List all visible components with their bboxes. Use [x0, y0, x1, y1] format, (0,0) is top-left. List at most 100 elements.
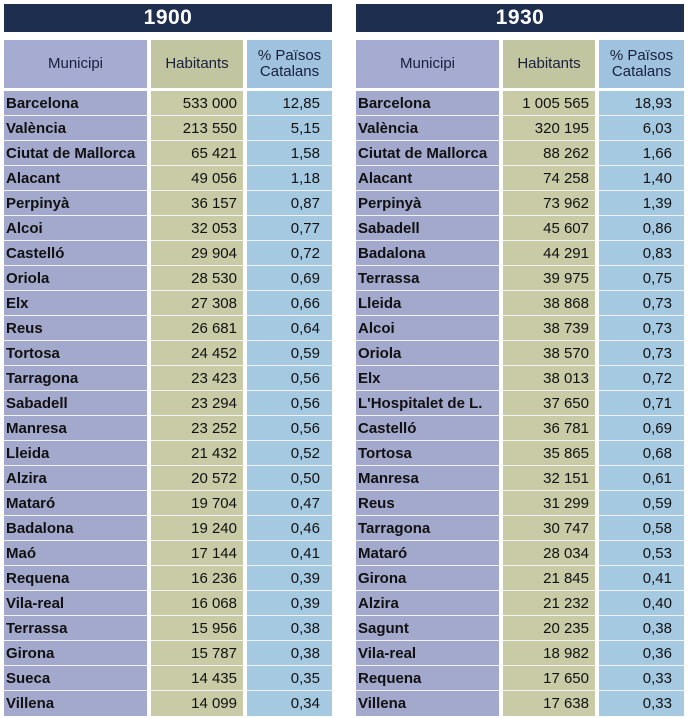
table-row: Barcelona 533 000 12,85 — [4, 91, 332, 116]
table-1930: 1930 Municipi Habitants % Països Catalan… — [356, 4, 684, 716]
habitants-cell: 16 068 — [151, 591, 243, 616]
percent-cell: 0,38 — [247, 641, 332, 666]
percent-cell: 6,03 — [599, 116, 684, 141]
municipi-cell: Villena — [356, 691, 499, 716]
municipi-cell: Ciutat de Mallorca — [4, 141, 147, 166]
habitants-cell: 38 868 — [503, 291, 595, 316]
municipi-cell: Alzira — [4, 466, 147, 491]
table-row: Sagunt 20 235 0,38 — [356, 616, 684, 641]
table-row: Mataró 28 034 0,53 — [356, 541, 684, 566]
habitants-cell: 36 157 — [151, 191, 243, 216]
habitants-cell: 15 956 — [151, 616, 243, 641]
municipi-cell: Sagunt — [356, 616, 499, 641]
municipi-cell: Oriola — [4, 266, 147, 291]
table-row: Requena 17 650 0,33 — [356, 666, 684, 691]
percent-cell: 0,83 — [599, 241, 684, 266]
percent-cell: 5,15 — [247, 116, 332, 141]
percent-cell: 1,58 — [247, 141, 332, 166]
table-body: Barcelona 1 005 565 18,93 València 320 195 6,… — [356, 91, 684, 716]
percent-cell: 0,38 — [599, 616, 684, 641]
municipi-cell: Barcelona — [4, 91, 147, 116]
habitants-cell: 27 308 — [151, 291, 243, 316]
header-municipi: Municipi — [4, 40, 147, 88]
table-row: Terrassa 39 975 0,75 — [356, 266, 684, 291]
percent-cell: 0,58 — [599, 516, 684, 541]
habitants-cell: 28 034 — [503, 541, 595, 566]
percent-cell: 0,46 — [247, 516, 332, 541]
table-row: Tortosa 35 865 0,68 — [356, 441, 684, 466]
habitants-cell: 533 000 — [151, 91, 243, 116]
municipi-cell: Sabadell — [356, 216, 499, 241]
habitants-cell: 320 195 — [503, 116, 595, 141]
habitants-cell: 74 258 — [503, 166, 595, 191]
table-row: Elx 38 013 0,72 — [356, 366, 684, 391]
table-row: València 213 550 5,15 — [4, 116, 332, 141]
percent-cell: 0,56 — [247, 391, 332, 416]
municipi-cell: Alzira — [356, 591, 499, 616]
percent-cell: 0,50 — [247, 466, 332, 491]
habitants-cell: 45 607 — [503, 216, 595, 241]
table-row: Maó 17 144 0,41 — [4, 541, 332, 566]
percent-cell: 0,73 — [599, 291, 684, 316]
percent-cell: 0,64 — [247, 316, 332, 341]
table-row: Oriola 28 530 0,69 — [4, 266, 332, 291]
table-row: Manresa 23 252 0,56 — [4, 416, 332, 441]
municipi-cell: Vila-real — [356, 641, 499, 666]
municipi-cell: Requena — [356, 666, 499, 691]
percent-cell: 0,47 — [247, 491, 332, 516]
habitants-cell: 88 262 — [503, 141, 595, 166]
habitants-cell: 21 232 — [503, 591, 595, 616]
table-row: Perpinyà 36 157 0,87 — [4, 191, 332, 216]
municipi-cell: Reus — [4, 316, 147, 341]
habitants-cell: 30 747 — [503, 516, 595, 541]
municipi-cell: Vila-real — [4, 591, 147, 616]
municipi-cell: Manresa — [4, 416, 147, 441]
percent-cell: 0,41 — [599, 566, 684, 591]
habitants-cell: 31 299 — [503, 491, 595, 516]
habitants-cell: 39 975 — [503, 266, 595, 291]
municipi-cell: Tortosa — [4, 341, 147, 366]
municipi-cell: Girona — [4, 641, 147, 666]
table-row: Alzira 20 572 0,50 — [4, 466, 332, 491]
table-row: Badalona 19 240 0,46 — [4, 516, 332, 541]
municipi-cell: Alacant — [356, 166, 499, 191]
percent-cell: 0,36 — [599, 641, 684, 666]
table-row: Ciutat de Mallorca 65 421 1,58 — [4, 141, 332, 166]
percent-cell: 1,66 — [599, 141, 684, 166]
habitants-cell: 24 452 — [151, 341, 243, 366]
percent-cell: 0,39 — [247, 566, 332, 591]
municipi-cell: Terrassa — [4, 616, 147, 641]
table-row: Lleida 21 432 0,52 — [4, 441, 332, 466]
table-row: Requena 16 236 0,39 — [4, 566, 332, 591]
percent-cell: 0,77 — [247, 216, 332, 241]
table-row: Badalona 44 291 0,83 — [356, 241, 684, 266]
table-row: Tarragona 23 423 0,56 — [4, 366, 332, 391]
habitants-cell: 19 240 — [151, 516, 243, 541]
habitants-cell: 35 865 — [503, 441, 595, 466]
habitants-cell: 21 432 — [151, 441, 243, 466]
year-title: 1900 — [4, 4, 332, 32]
municipi-cell: Alacant — [4, 166, 147, 191]
table-row: Sabadell 45 607 0,86 — [356, 216, 684, 241]
municipi-cell: Maó — [4, 541, 147, 566]
percent-cell: 0,86 — [599, 216, 684, 241]
table-row: Reus 31 299 0,59 — [356, 491, 684, 516]
table-row: Alacant 49 056 1,18 — [4, 166, 332, 191]
percent-cell: 0,56 — [247, 416, 332, 441]
percent-cell: 0,40 — [599, 591, 684, 616]
habitants-cell: 32 053 — [151, 216, 243, 241]
table-row: Girona 15 787 0,38 — [4, 641, 332, 666]
municipi-cell: Oriola — [356, 341, 499, 366]
habitants-cell: 38 013 — [503, 366, 595, 391]
habitants-cell: 23 252 — [151, 416, 243, 441]
percent-cell: 0,56 — [247, 366, 332, 391]
habitants-cell: 17 144 — [151, 541, 243, 566]
table-row: Girona 21 845 0,41 — [356, 566, 684, 591]
habitants-cell: 36 781 — [503, 416, 595, 441]
table-row: Alzira 21 232 0,40 — [356, 591, 684, 616]
municipi-cell: Badalona — [356, 241, 499, 266]
percent-cell: 0,35 — [247, 666, 332, 691]
percent-cell: 0,33 — [599, 691, 684, 716]
table-header: Municipi Habitants % Països Catalans — [356, 40, 684, 88]
municipi-cell: L'Hospitalet de L. — [356, 391, 499, 416]
